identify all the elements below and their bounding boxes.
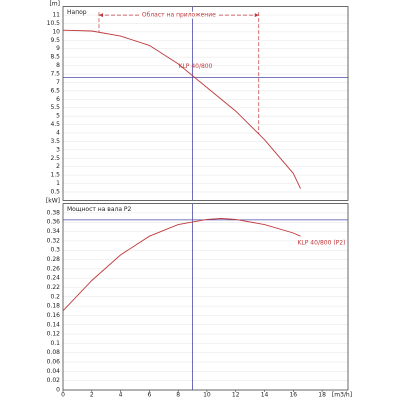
panel-title: Мощност на вала P2 <box>67 206 132 213</box>
legend-label: KLP 40/800 (P2) <box>298 240 346 247</box>
y-tick-label: 1 <box>56 180 60 187</box>
y-unit: [m] <box>49 1 60 8</box>
y-tick-label: 0.22 <box>47 284 61 291</box>
x-tick-label: 10 <box>203 392 211 399</box>
y-tick-label: 2.5 <box>50 155 60 162</box>
x-tick-label: 12 <box>232 392 240 399</box>
y-tick-label: 6.5 <box>50 87 60 94</box>
y-tick-label: 0.18 <box>47 303 61 310</box>
y-tick-label: 0.24 <box>47 275 61 282</box>
y-tick-label: 7.5 <box>50 71 60 78</box>
y-tick-label: 0.32 <box>47 237 61 244</box>
y-tick-label: 2 <box>56 163 60 170</box>
x-tick-label: 18 <box>318 392 326 399</box>
y-tick-label: 0.26 <box>47 265 61 272</box>
y-tick-label: 5.5 <box>50 104 60 111</box>
y-tick-label: 0.02 <box>47 377 61 384</box>
panel-title: Напор <box>67 9 87 16</box>
y-tick-label: 11 <box>52 12 60 19</box>
y-tick-label: 0.5 <box>50 188 60 195</box>
x-tick-label: 8 <box>176 392 180 399</box>
curve <box>62 218 301 312</box>
y-tick-label: 10.5 <box>47 20 61 27</box>
y-tick-label: 8.5 <box>50 54 60 61</box>
y-tick-label: 0.2 <box>50 293 60 300</box>
y-tick-label: 0.14 <box>47 321 61 328</box>
y-tick-label: 0.38 <box>47 209 61 216</box>
y-tick-label: 0.04 <box>47 368 61 375</box>
x-label: [m3/h] <box>332 392 352 399</box>
y-tick-label: 3.5 <box>50 138 60 145</box>
y-tick-label: 10 <box>52 28 60 35</box>
y-tick-label: 9.5 <box>50 37 60 44</box>
legend-label: KLP 40/800 <box>179 63 213 70</box>
x-tick-label: 14 <box>261 392 269 399</box>
y-tick-label: 0.3 <box>50 247 60 254</box>
plot-frame <box>62 203 349 391</box>
y-tick-label: 3 <box>56 146 60 153</box>
y-tick-label: 0.28 <box>47 256 61 263</box>
y-tick-label: 4 <box>56 129 60 136</box>
y-tick-label: 0.06 <box>47 359 61 366</box>
x-tick-label: 16 <box>289 392 297 399</box>
y-tick-label: 6 <box>56 96 60 103</box>
plot-frame <box>62 6 349 201</box>
y-tick-label: 0.08 <box>47 349 61 356</box>
x-tick-label: 2 <box>90 392 94 399</box>
y-unit: [kW] <box>46 198 60 205</box>
y-tick-label: 1.5 <box>50 172 60 179</box>
y-tick-label: 0.12 <box>47 331 61 338</box>
y-tick-label: 0.1 <box>50 340 60 347</box>
arrow-right <box>254 13 259 18</box>
y-tick-label: 0.16 <box>47 312 61 319</box>
range-label: Област на приложение <box>142 12 216 19</box>
y-tick-label: 0.36 <box>47 219 61 226</box>
y-tick-label: 0 <box>56 387 60 394</box>
y-tick-label: 9 <box>56 45 60 52</box>
y-tick-label: 5 <box>56 113 60 120</box>
x-tick-label: 6 <box>147 392 151 399</box>
range-label-bg <box>139 11 219 19</box>
x-tick-label: 4 <box>119 392 123 399</box>
y-tick-label: 7 <box>56 79 60 86</box>
y-tick-label: 8 <box>56 62 60 69</box>
y-tick-label: 4.5 <box>50 121 60 128</box>
y-tick-label: 0.34 <box>47 228 61 235</box>
x-tick-label: 0 <box>61 392 65 399</box>
curve <box>62 29 301 189</box>
arrow-left <box>98 13 103 18</box>
